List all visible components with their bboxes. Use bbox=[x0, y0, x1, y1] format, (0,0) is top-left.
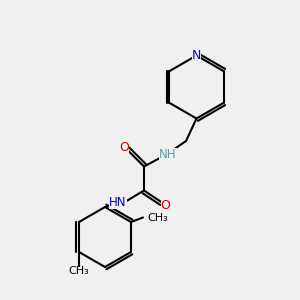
Text: N: N bbox=[192, 49, 201, 62]
Text: CH₃: CH₃ bbox=[69, 266, 89, 277]
Text: O: O bbox=[161, 199, 170, 212]
Text: HN: HN bbox=[109, 196, 127, 209]
Text: NH: NH bbox=[159, 148, 177, 161]
Text: O: O bbox=[120, 140, 129, 154]
Text: CH₃: CH₃ bbox=[148, 212, 168, 223]
